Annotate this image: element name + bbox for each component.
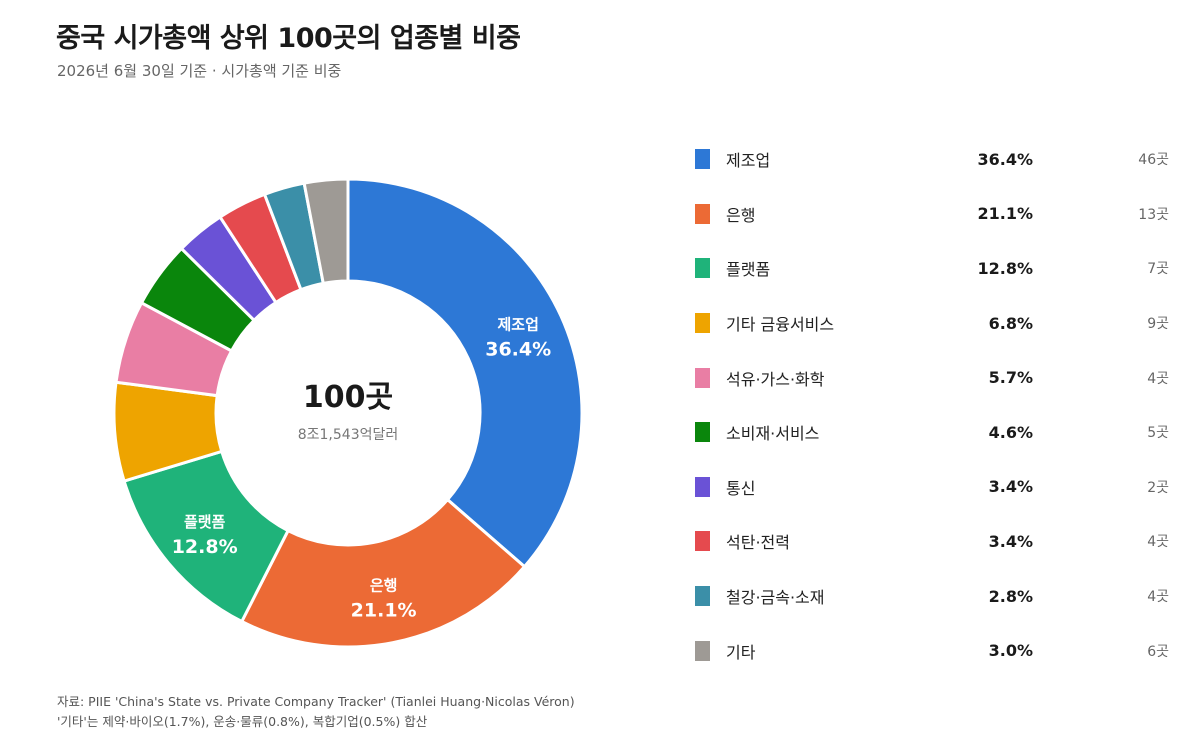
legend-item-4: 석유·가스·화학 5.7% 4곳 <box>695 350 1175 405</box>
legend-percent: 2.8% <box>988 586 1033 606</box>
legend-item-7: 석탄·전력 3.4% 4곳 <box>695 514 1175 569</box>
donut-chart: 제조업 36.4% 은행 21.1% 플랫폼 12.8% 100곳 8조1,543억달러 <box>112 177 584 649</box>
slice-label-pct-2: 12.8% <box>172 536 238 558</box>
legend-name: 은행 <box>726 205 756 225</box>
legend-percent: 5.7% <box>988 368 1033 388</box>
legend-percent: 6.8% <box>988 313 1033 333</box>
center-subtext: 8조1,543억달러 <box>298 427 399 443</box>
legend-percent: 3.4% <box>988 477 1033 497</box>
legend-count: 2곳 <box>1147 479 1169 496</box>
legend-swatch <box>695 640 710 661</box>
legend-name: 기타 금융서비스 <box>726 315 835 335</box>
legend-name: 철강·금속·소재 <box>726 588 825 608</box>
legend-count: 6곳 <box>1147 643 1169 660</box>
legend-item-8: 철강·금속·소재 2.8% 4곳 <box>695 569 1175 624</box>
legend-swatch <box>695 149 710 170</box>
slice-label-pct-0: 36.4% <box>485 339 551 361</box>
donut-slice-9 <box>302 177 350 286</box>
legend-swatch <box>695 531 710 552</box>
legend-swatch <box>695 203 710 224</box>
legend-count: 5곳 <box>1147 425 1169 442</box>
legend-count: 4곳 <box>1147 589 1169 606</box>
footnote-source: 자료: PIIE 'China's State vs. Private Comp… <box>57 694 575 709</box>
chart-subtitle: 2026년 6월 30일 기준 · 시가총액 기준 비중 <box>57 62 342 80</box>
legend-item-1: 은행 21.1% 13곳 <box>695 187 1175 242</box>
legend-percent: 4.6% <box>988 422 1033 442</box>
legend-swatch <box>695 313 710 334</box>
footnote-note: '기타'는 제약·바이오(1.7%), 운송·물류(0.8%), 복합기업(0.… <box>57 714 428 729</box>
legend-item-9: 기타 3.0% 6곳 <box>695 623 1175 678</box>
legend-item-5: 소비재·서비스 4.6% 5곳 <box>695 405 1175 460</box>
legend-name: 기타 <box>726 642 756 662</box>
slice-label-name-0: 제조업 <box>497 316 538 334</box>
legend-percent: 3.4% <box>988 531 1033 551</box>
legend-name: 플랫폼 <box>726 260 771 280</box>
legend-item-3: 기타 금융서비스 6.8% 9곳 <box>695 296 1175 351</box>
legend-item-0: 제조업 36.4% 46곳 <box>695 132 1175 187</box>
legend-percent: 21.1% <box>977 204 1033 224</box>
legend-count: 9곳 <box>1147 316 1169 333</box>
legend-name: 석탄·전력 <box>726 533 790 553</box>
legend-percent: 12.8% <box>977 258 1033 278</box>
slice-label-name-1: 은행 <box>370 577 398 595</box>
center-value: 100곳 <box>303 380 393 415</box>
footnote: 자료: PIIE 'China's State vs. Private Comp… <box>57 692 575 732</box>
legend-name: 제조업 <box>726 151 771 171</box>
legend-swatch <box>695 586 710 607</box>
legend-percent: 3.0% <box>988 641 1033 661</box>
legend-swatch <box>695 476 710 497</box>
chart-title: 중국 시가총액 상위 100곳의 업종별 비중 <box>56 23 521 54</box>
legend-percent: 36.4% <box>977 149 1033 169</box>
legend-name: 통신 <box>726 478 756 498</box>
donut-slice-1 <box>239 497 527 649</box>
legend-count: 46곳 <box>1138 152 1169 169</box>
legend-count: 4곳 <box>1147 534 1169 551</box>
legend-count: 4곳 <box>1147 370 1169 387</box>
legend-count: 7곳 <box>1147 261 1169 278</box>
legend-swatch <box>695 367 710 388</box>
slice-label-pct-1: 21.1% <box>351 600 417 622</box>
legend-name: 소비재·서비스 <box>726 424 820 444</box>
legend-count: 13곳 <box>1138 206 1169 223</box>
donut-slice-0 <box>346 177 584 569</box>
slice-label-name-2: 플랫폼 <box>184 513 226 531</box>
legend-swatch <box>695 422 710 443</box>
legend-swatch <box>695 258 710 279</box>
legend-item-6: 통신 3.4% 2곳 <box>695 460 1175 515</box>
legend-item-2: 플랫폼 12.8% 7곳 <box>695 241 1175 296</box>
legend-name: 석유·가스·화학 <box>726 369 825 389</box>
